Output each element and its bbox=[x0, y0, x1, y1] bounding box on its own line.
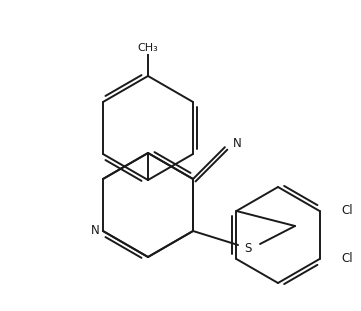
Text: N: N bbox=[233, 137, 242, 150]
Text: N: N bbox=[91, 225, 99, 238]
Text: S: S bbox=[244, 243, 252, 256]
Text: CH₃: CH₃ bbox=[138, 43, 158, 53]
Text: Cl: Cl bbox=[342, 205, 353, 217]
Text: Cl: Cl bbox=[342, 253, 353, 266]
